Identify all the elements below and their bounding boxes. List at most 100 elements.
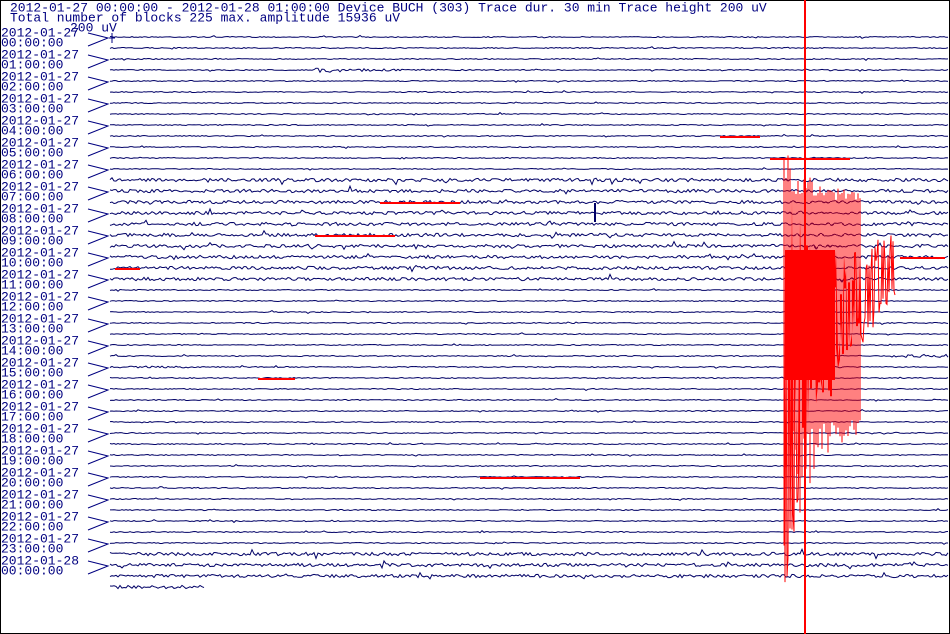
row-date: 2012-01-27 xyxy=(1,69,79,84)
trace xyxy=(109,133,948,138)
row-pointer xyxy=(87,384,110,399)
row-time: 16:00:00 xyxy=(1,387,63,402)
row-time: 19:00:00 xyxy=(1,453,63,468)
row-time: 04:00:00 xyxy=(1,123,63,138)
row-time: 23:00:00 xyxy=(1,541,63,556)
row-date: 2012-01-27 xyxy=(1,443,79,458)
row-date: 2012-01-27 xyxy=(1,157,79,172)
row-pointer xyxy=(87,186,110,201)
row-date: 2012-01-27 xyxy=(1,135,79,150)
row-time: 22:00:00 xyxy=(1,519,63,534)
row-time: 15:00:00 xyxy=(1,365,63,380)
row-date: 2012-01-27 xyxy=(1,245,79,260)
trace xyxy=(109,111,948,116)
row-date: 2012-01-27 xyxy=(1,421,79,436)
row-time: 10:00:00 xyxy=(1,255,63,270)
row-pointer xyxy=(87,98,110,113)
row-pointer xyxy=(87,274,110,289)
row-pointer xyxy=(87,538,110,553)
row-time: 14:00:00 xyxy=(1,343,63,358)
trace xyxy=(109,519,949,524)
trace xyxy=(109,34,949,39)
trace xyxy=(109,79,949,83)
row-time: 00:00:00 xyxy=(1,563,63,578)
trace xyxy=(109,584,205,590)
row-pointer xyxy=(87,208,110,223)
trace xyxy=(109,46,949,50)
row-date: 2012-01-27 xyxy=(1,509,79,524)
trace xyxy=(109,57,949,61)
row-date: 2012-01-27 xyxy=(1,311,79,326)
row-pointer xyxy=(87,340,110,355)
trace xyxy=(109,464,949,468)
row-date: 2012-01-27 xyxy=(1,289,79,304)
trace xyxy=(110,508,949,512)
trace xyxy=(109,167,949,171)
trace xyxy=(109,123,949,127)
row-date: 2012-01-27 xyxy=(1,355,79,370)
row-date: 2012-01-27 xyxy=(1,399,79,414)
trace xyxy=(109,67,949,74)
row-time: 06:00:00 xyxy=(1,167,63,182)
trace xyxy=(109,89,949,94)
row-date: 2012-01-27 xyxy=(1,487,79,502)
row-date: 2012-01-27 xyxy=(1,113,79,128)
trace xyxy=(109,530,949,534)
row-pointer xyxy=(87,560,110,575)
trace xyxy=(109,541,948,545)
row-date: 2012-01-27 xyxy=(1,47,79,62)
header-line1: 2012-01-27 00:00:00 - 2012-01-28 01:00:0… xyxy=(10,0,767,15)
row-date: 2012-01-27 xyxy=(1,223,79,238)
row-time: 21:00:00 xyxy=(1,497,63,512)
row-time: 08:00:00 xyxy=(1,211,63,226)
row-pointer xyxy=(87,252,110,267)
row-pointer xyxy=(87,494,110,509)
trace xyxy=(109,441,948,446)
row-date: 2012-01-27 xyxy=(1,267,79,282)
traces xyxy=(109,0,949,634)
scale-label: 200 uV xyxy=(70,20,117,35)
row-time: 11:00:00 xyxy=(1,277,63,292)
row-date: 2012-01-27 xyxy=(1,91,79,106)
row-date: 2012-01-27 xyxy=(1,333,79,348)
row-pointer xyxy=(87,54,110,69)
row-pointer xyxy=(87,318,110,333)
row-time: 12:00:00 xyxy=(1,299,63,314)
row-time: 20:00:00 xyxy=(1,475,63,490)
row-time: 03:00:00 xyxy=(1,101,63,116)
row-date: 2012-01-27 xyxy=(1,179,79,194)
row-pointer xyxy=(87,120,110,135)
row-pointer xyxy=(87,230,110,245)
row-pointer xyxy=(87,406,110,421)
row-time: 13:00:00 xyxy=(1,321,63,336)
row-labels: 2012-01-2700:00:002012-01-2701:00:002012… xyxy=(1,25,110,578)
row-date: 2012-01-28 xyxy=(1,553,79,568)
row-date: 2012-01-27 xyxy=(1,201,79,216)
trace xyxy=(109,177,949,186)
row-time: 02:00:00 xyxy=(1,79,63,94)
trace xyxy=(109,145,949,150)
trace xyxy=(109,497,949,501)
trace xyxy=(109,486,949,490)
row-pointer xyxy=(87,450,110,465)
row-pointer xyxy=(87,516,110,531)
quake-signal xyxy=(785,250,835,380)
row-date: 2012-01-27 xyxy=(1,531,79,546)
row-date: 2012-01-27 xyxy=(1,25,79,40)
row-time: 18:00:00 xyxy=(1,431,63,446)
row-date: 2012-01-27 xyxy=(1,465,79,480)
row-pointer xyxy=(87,142,110,157)
row-pointer xyxy=(87,32,110,47)
row-pointer xyxy=(87,472,110,487)
row-time: 07:00:00 xyxy=(1,189,63,204)
trace xyxy=(109,571,949,580)
row-pointer xyxy=(87,428,110,443)
row-time: 00:00:00 xyxy=(1,35,63,50)
row-pointer xyxy=(87,164,110,179)
trace xyxy=(110,101,949,105)
row-time: 09:00:00 xyxy=(1,233,63,248)
row-pointer xyxy=(87,362,110,377)
row-date: 2012-01-27 xyxy=(1,377,79,392)
trace xyxy=(109,547,949,560)
